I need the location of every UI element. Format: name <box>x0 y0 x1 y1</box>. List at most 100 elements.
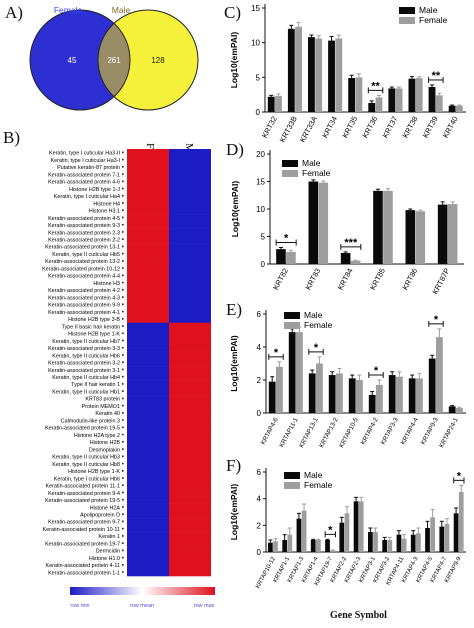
heatmap-row-label: KRT83 protein <box>85 397 120 403</box>
heatmap-row-label: Keratin-associated protein 3-2 <box>48 361 120 367</box>
heatmap-row-label: Keratin-associated protein 1-1 <box>48 570 120 576</box>
heatmap-cell-male <box>169 351 211 360</box>
bar-female <box>336 373 343 413</box>
heatmap-cell-female <box>127 322 169 331</box>
x-tick-label: KRT32 <box>260 115 279 140</box>
heatmap-cell-male <box>169 185 211 193</box>
heatmap-cell-male <box>169 329 211 338</box>
bar-male <box>296 518 302 552</box>
bar-female <box>416 533 421 552</box>
bar-male <box>425 528 430 552</box>
y-tick-label: 0 <box>257 409 262 418</box>
heatmap-cell-female <box>127 272 169 280</box>
bar-female <box>383 190 393 264</box>
heatmap-row-tick <box>122 498 124 501</box>
bar-male <box>308 373 316 413</box>
heatmap-row-tick <box>122 448 124 450</box>
heatmap-cell-male <box>169 373 211 381</box>
x-tick-label: KRTAP24-1 <box>438 416 460 449</box>
heatmap-row-tick <box>122 535 124 537</box>
heatmap-row-tick <box>122 173 124 175</box>
y-tick-label: 10 <box>256 205 265 214</box>
heatmap-row-label: Apolipoprotein D <box>80 513 120 519</box>
heatmap-cell-male <box>169 163 211 172</box>
heatmap-row-label: Keratin-associated protein 4-4 <box>48 274 120 280</box>
bar-male <box>308 181 319 264</box>
bar-male <box>388 375 396 413</box>
heatmap-cell-female <box>127 547 169 555</box>
heatmap-cell-male <box>169 525 211 533</box>
heatmap-cell-female <box>127 431 169 439</box>
heatmap-cell-female <box>127 351 169 360</box>
y-tick-label: 15 <box>256 178 265 187</box>
heatmap-cell-female <box>127 243 169 251</box>
heatmap-row-tick <box>122 223 124 226</box>
bar-female <box>316 363 323 413</box>
heatmap-cell-male <box>169 568 211 577</box>
bar-male <box>353 501 359 552</box>
bar-male <box>348 78 356 112</box>
heatmap-row-tick <box>122 310 124 313</box>
heatmap-row-label: Histone H3 <box>93 281 120 287</box>
bar-male <box>328 375 336 413</box>
heatmap-cell-female <box>127 250 169 258</box>
heatmap-cell-female <box>127 286 169 295</box>
heatmap-row-label: Keratin-associated protein 4-11 <box>45 563 120 569</box>
heatmap-cell-female <box>127 149 169 157</box>
x-tick-label: KRT39 <box>421 115 440 140</box>
heatmap-cell-female <box>127 206 169 215</box>
bar-male <box>388 88 396 112</box>
bar-female <box>416 378 423 413</box>
heatmap-cell-female <box>127 214 169 222</box>
heatmap-row-tick <box>122 151 124 154</box>
bar-female <box>435 95 443 112</box>
bar-female <box>286 251 296 264</box>
heatmap-row-tick <box>122 397 124 400</box>
legend-label-male: Male <box>304 310 323 320</box>
y-tick-label: 0 <box>257 548 262 557</box>
y-tick-label: 6 <box>257 310 262 319</box>
heatmap-cell-female <box>127 380 169 389</box>
heatmap-cell-female <box>127 279 169 287</box>
heatmap-row-tick <box>122 361 124 364</box>
heatmap-cell-male <box>169 250 211 258</box>
heatmap-cell-female <box>127 503 169 512</box>
heatmap: Female Male Keratin, type I cuticular Ha… <box>42 143 215 609</box>
heatmap-row-label: Histone H2B type 3-B <box>68 317 120 323</box>
bar-male <box>373 190 383 264</box>
bar-female <box>350 260 361 264</box>
heatmap-cell-female <box>127 221 169 229</box>
x-tick-label: KRT35 <box>340 115 359 140</box>
heatmap-row-label: Keratin, type II cuticular Hb5 <box>52 252 120 258</box>
heatmap-cell-female <box>127 438 169 447</box>
heatmap-cell-male <box>169 322 211 331</box>
heatmap-cell-male <box>169 416 211 425</box>
heatmap-cell-male <box>169 358 211 367</box>
heatmap-row-tick <box>122 564 124 566</box>
heatmap-row-tick <box>122 194 124 197</box>
heatmap-cell-female <box>127 264 169 273</box>
heatmap-cell-female <box>127 452 169 461</box>
heatmap-cell-male <box>169 518 211 526</box>
heatmap-row-tick <box>122 267 124 269</box>
heatmap-cell-male <box>169 177 211 186</box>
heatmap-cell-female <box>127 293 169 302</box>
heatmap-cell-female <box>127 358 169 367</box>
heatmap-row-tick <box>122 296 124 298</box>
heatmap-row-tick <box>122 571 124 573</box>
heatmap-cell-male <box>169 380 211 389</box>
heatmap-row-label: Keratin-associated protein 11-1 <box>45 484 120 490</box>
heatmap-cell-male <box>169 409 211 418</box>
legend-label-male: Male <box>419 5 438 15</box>
heatmap-row-label: Calmodulin-like protein 3 <box>61 418 120 424</box>
bar-female <box>375 97 383 112</box>
heatmap-cell-male <box>169 547 211 555</box>
heatmap-row-tick <box>122 202 124 204</box>
x-tick-label: KRTAP3-3 <box>380 416 400 446</box>
x-tick-label: KRTAP9-3 <box>420 416 440 446</box>
heatmap-row-label: Keratin-associated protein 10-11 <box>42 527 120 533</box>
heatmap-cell-male <box>169 489 211 497</box>
heatmap-row-label: Keratin, type I cuticular Ha3-II <box>49 151 120 157</box>
heatmap-row-tick <box>122 506 124 508</box>
